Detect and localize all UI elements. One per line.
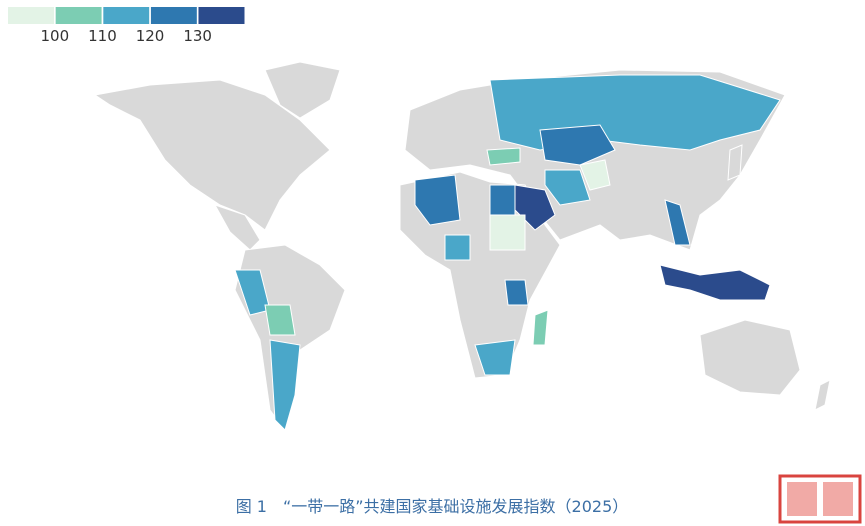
- country: [489, 184, 516, 216]
- watermark-seal: [778, 474, 862, 524]
- country: [532, 309, 549, 346]
- legend-swatch: [55, 7, 102, 24]
- country: [579, 159, 611, 191]
- country: [539, 124, 616, 166]
- country: [414, 174, 461, 226]
- country: [489, 214, 526, 251]
- legend: 100 110 120 130: [8, 7, 245, 45]
- legend-tick-label: 100: [41, 27, 70, 45]
- caption: 图 1 “一带一路”共建国家基础设施发展指数（2025）: [236, 497, 629, 516]
- legend-tick-label: 130: [183, 27, 212, 45]
- country: [504, 279, 529, 306]
- legend-swatch: [198, 7, 245, 24]
- greenland: [264, 61, 341, 119]
- new-zealand: [814, 379, 831, 411]
- legend-swatch: [103, 7, 150, 24]
- country: [264, 304, 296, 336]
- legend-swatch: [150, 7, 197, 24]
- country: [474, 339, 516, 376]
- country: [659, 264, 771, 301]
- country: [486, 147, 521, 166]
- legend-tick-label: 120: [136, 27, 165, 45]
- regions: [234, 74, 781, 431]
- country: [269, 339, 301, 431]
- australia: [699, 319, 801, 396]
- north-america: [93, 79, 331, 231]
- japan: [727, 144, 743, 181]
- legend-tick-label: 110: [88, 27, 117, 45]
- country: [544, 169, 591, 206]
- country: [444, 234, 471, 261]
- legend-swatch: [8, 7, 55, 24]
- country: [664, 199, 691, 246]
- central-america: [213, 204, 261, 251]
